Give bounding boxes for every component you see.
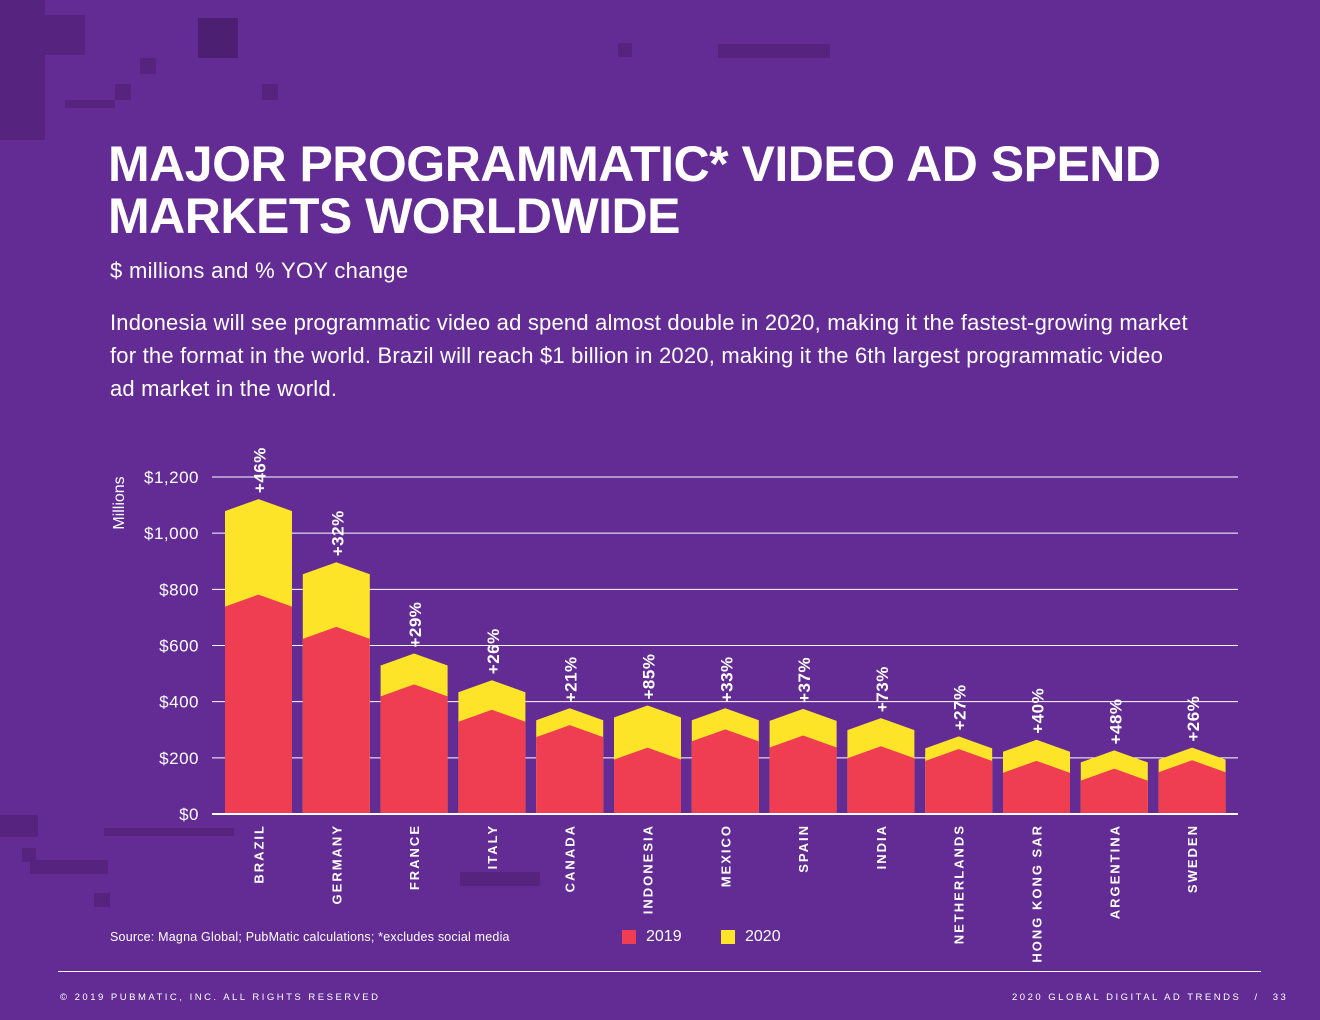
y-tick-label: $200 [159,749,199,768]
yoy-change-label: +33% [717,656,736,702]
decor-block [115,84,131,100]
legend-item-2019: 2019 [622,928,682,946]
x-category-label: SPAIN [796,824,811,873]
decor-block [198,18,238,58]
x-category-label: SWEDEN [1185,824,1200,893]
chart-subtitle: $ millions and % YOY change [110,258,409,283]
legend-swatch-2019 [622,930,636,944]
y-tick-label: $400 [159,693,199,712]
bar-2019 [225,594,292,814]
yoy-change-label: +46% [251,447,270,493]
legend-swatch-2020 [721,930,735,944]
x-category-label: NETHERLANDS [952,824,967,944]
bar-2019 [925,749,993,814]
decor-block [30,860,108,874]
y-tick-label: $800 [159,580,199,599]
bar-2019 [536,725,604,814]
x-category-label: FRANCE [407,824,422,890]
yoy-change-label: +27% [951,684,970,730]
x-category-label: ITALY [485,824,500,869]
bar-2019 [691,729,759,814]
yoy-change-label: +29% [406,602,425,648]
decor-block [718,44,830,58]
x-category-label: INDIA [874,824,889,869]
yoy-change-label: +48% [1106,698,1125,744]
y-axis-title: Millions [111,476,128,529]
page-number: 33 [1272,992,1289,1003]
page-title: MAJOR PROGRAMMATIC* VIDEO AD SPEND MARKE… [108,138,1208,242]
y-tick-label: $1,000 [144,524,199,543]
footer-rule [58,971,1261,972]
decor-block [460,872,540,886]
decor-block [140,58,156,74]
yoy-change-label: +40% [1029,688,1048,734]
yoy-change-label: +32% [328,510,347,556]
bar-2019 [847,746,915,814]
chart-description: Indonesia will see programmatic video ad… [110,310,1188,401]
y-tick-label: $1,200 [144,468,199,487]
bar-2019 [1003,760,1070,814]
decor-block [65,100,115,108]
y-tick-label: $0 [179,805,199,824]
legend-item-2020: 2020 [721,928,781,946]
x-category-label: INDONESIA [641,824,656,914]
decor-block [618,43,632,57]
yoy-change-label: +21% [562,656,581,702]
x-category-label: BRAZIL [252,824,267,884]
bar-2019 [769,735,837,814]
footer-report-title: 2020 GLOBAL DIGITAL AD TRENDS / 33 [1012,992,1288,1003]
decor-block [0,815,38,837]
legend-label: 2020 [745,928,781,945]
decor-block [0,0,45,140]
bar-2019 [614,747,681,814]
copyright: © 2019 PUBMATIC, INC. ALL RIGHTS RESERVE… [60,992,381,1003]
source-note: Source: Magna Global; PubMatic calculati… [110,930,510,944]
bar-2019 [458,709,526,814]
bar-2019 [380,684,448,814]
bar-2019 [1080,768,1148,814]
footer-separator: / [1254,992,1260,1003]
bar-2019 [302,626,370,814]
x-category-label: ARGENTINA [1107,824,1122,919]
yoy-change-label: +26% [1184,696,1203,742]
yoy-change-label: +85% [640,654,659,700]
bar-2019 [1158,760,1226,814]
x-category-label: MEXICO [718,824,733,887]
x-category-label: HONG KONG SAR [1030,824,1045,963]
decor-block [104,828,234,836]
decor-block [22,848,36,862]
decor-block [45,15,85,55]
x-category-label: CANADA [563,824,578,892]
title-line: MAJOR PROGRAMMATIC* VIDEO AD SPEND [108,136,1161,192]
report-title: 2020 GLOBAL DIGITAL AD TRENDS [1012,992,1242,1003]
title-line: MARKETS WORLDWIDE [108,188,681,244]
decor-block [262,84,278,100]
y-tick-label: $600 [159,637,199,656]
legend-label: 2019 [646,928,682,945]
yoy-change-label: +73% [873,666,892,712]
yoy-change-label: +37% [795,657,814,703]
yoy-change-label: +26% [484,628,503,674]
decor-block [94,893,110,907]
x-category-label: GERMANY [329,824,344,904]
